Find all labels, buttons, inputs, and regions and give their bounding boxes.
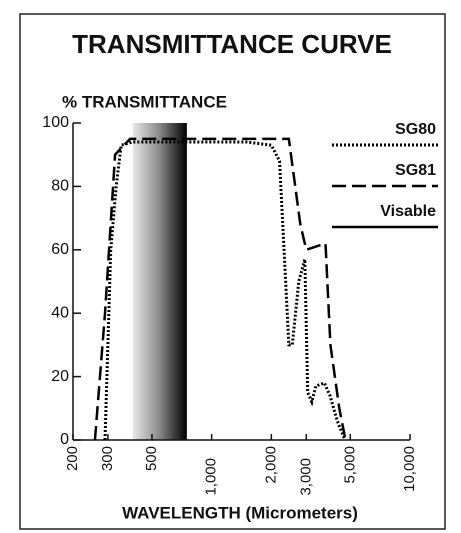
y-axis-label: % TRANSMITTANCE (62, 92, 227, 111)
y-tick-label: 100 (42, 114, 69, 131)
x-tick-label: 10,000 (401, 446, 418, 492)
y-tick-label: 60 (51, 241, 69, 258)
legend-label: SG80 (395, 121, 436, 138)
x-tick-label: 500 (143, 446, 160, 471)
chart-title: TRANSMITTANCE CURVE (72, 29, 392, 59)
y-tick-label: 80 (51, 178, 69, 195)
legend-label: SG81 (395, 162, 436, 179)
legend-label: Visable (380, 203, 436, 220)
series-line (93, 137, 347, 441)
x-tick-label: 2,000 (262, 446, 279, 484)
visible-band (132, 123, 187, 440)
y-tick-label: 40 (51, 304, 69, 321)
x-tick-label: 3,000 (297, 458, 314, 496)
y-tick-label: 0 (60, 431, 69, 448)
x-tick-label: 300 (99, 446, 116, 471)
x-tick-label: 5,000 (341, 446, 358, 484)
frame (19, 13, 446, 530)
series-line (103, 140, 347, 441)
y-tick-label: 20 (51, 368, 69, 385)
x-tick-label: 200 (64, 446, 81, 471)
x-axis-label: WAVELENGTH (Micrometers) (122, 503, 358, 522)
x-tick-label: 1,000 (203, 458, 220, 496)
